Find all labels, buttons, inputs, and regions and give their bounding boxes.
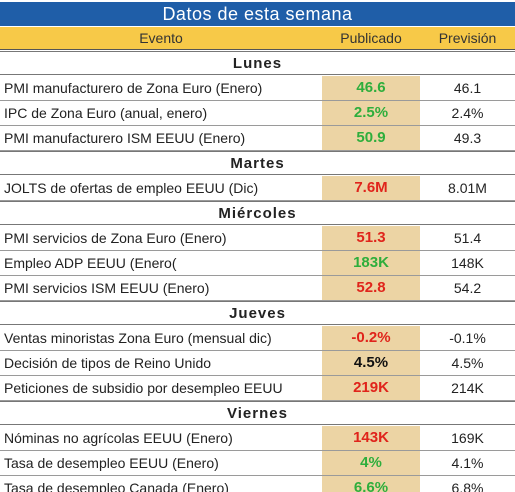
event-label: Decisión de tipos de Reino Unido: [4, 355, 212, 371]
table-row: Nóminas no agrícolas EEUU (Enero) 143K 169…: [0, 426, 515, 450]
forecast-value: 54.2: [453, 280, 482, 296]
forecast-value: -0.1%: [449, 330, 486, 346]
event-label: Empleo ADP EEUU (Enero(: [4, 255, 177, 271]
row-divider: [0, 275, 515, 276]
row-divider: [0, 450, 515, 451]
row-divider: [0, 300, 515, 301]
published-value: 52.8: [322, 276, 420, 300]
table-row: Peticiones de subsidio por desempleo EEU…: [0, 376, 515, 400]
event-label: PMI servicios de Zona Euro (Enero): [4, 230, 227, 246]
table-row: Ventas minoristas Zona Euro (mensual dic…: [0, 326, 515, 350]
published-value: 219K: [322, 376, 420, 400]
forecast-value: 148K: [451, 255, 484, 271]
published-value: 51.3: [322, 226, 420, 250]
forecast-value: 49.3: [453, 130, 482, 146]
event-label: Tasa de desempleo EEUU (Enero): [4, 455, 219, 471]
table-row: Tasa de desempleo EEUU (Enero) 4% 4.1%: [0, 451, 515, 475]
event-label: PMI manufacturero ISM EEUU (Enero): [4, 130, 246, 146]
forecast-value: 214K: [451, 380, 484, 396]
table-row: JOLTS de ofertas de empleo EEUU (Dic) 7.6…: [0, 176, 515, 200]
table-row: IPC de Zona Euro (anual, enero) 2.5% 2.4%: [0, 101, 515, 125]
row-divider: [0, 375, 515, 376]
column-header-evento: Evento: [139, 30, 183, 46]
published-value: 143K: [322, 426, 420, 450]
event-label: PMI manufacturero de Zona Euro (Enero): [4, 80, 263, 96]
row-divider: [0, 250, 515, 251]
published-value: 4%: [322, 451, 420, 475]
column-header-row: Evento Publicado Previsión: [0, 27, 515, 50]
event-label: Peticiones de subsidio por desempleo EEU…: [4, 380, 283, 396]
forecast-value: 4.5%: [451, 355, 484, 371]
row-divider: [0, 400, 515, 401]
published-value: 4.5%: [322, 351, 420, 375]
forecast-value: 2.4%: [451, 105, 484, 121]
day-header-2: Miércoles: [0, 201, 515, 225]
event-label: IPC de Zona Euro (anual, enero): [4, 105, 208, 121]
day-header-0: Lunes: [0, 51, 515, 75]
row-divider: [0, 150, 515, 151]
column-header-prevision: Previsión: [438, 30, 497, 46]
row-divider: [0, 475, 515, 476]
day-header-1: Martes: [0, 151, 515, 175]
published-value: 50.9: [322, 126, 420, 150]
published-value: 2.5%: [322, 101, 420, 125]
published-value: 7.6M: [322, 176, 420, 200]
row-divider: [0, 125, 515, 126]
forecast-value: 46.1: [453, 80, 482, 96]
table-row: PMI servicios ISM EEUU (Enero) 52.8 54.2: [0, 276, 515, 300]
published-value: -0.2%: [322, 326, 420, 350]
table-title: Datos de esta semana: [0, 2, 515, 26]
table-row: Empleo ADP EEUU (Enero( 183K 148K: [0, 251, 515, 275]
day-header-4: Viernes: [0, 401, 515, 425]
published-value: 183K: [322, 251, 420, 275]
forecast-value: 4.1%: [451, 455, 484, 471]
column-header-publicado: Publicado: [340, 30, 402, 46]
forecast-value: 8.01M: [448, 180, 487, 196]
forecast-value: 51.4: [453, 230, 482, 246]
forecast-value: 6.8%: [451, 480, 484, 492]
table-row: Decisión de tipos de Reino Unido 4.5% 4.5%: [0, 351, 515, 375]
forecast-value: 169K: [451, 430, 484, 446]
table-row: Tasa de desempleo Canada (Enero) 6.6% 6.8%: [0, 476, 515, 492]
day-header-3: Jueves: [0, 301, 515, 325]
published-value: 46.6: [322, 76, 420, 100]
event-label: Ventas minoristas Zona Euro (mensual dic…: [4, 330, 272, 346]
event-label: PMI servicios ISM EEUU (Enero): [4, 280, 210, 296]
event-label: Tasa de desempleo Canada (Enero): [4, 480, 229, 492]
row-divider: [0, 200, 515, 201]
event-label: Nóminas no agrícolas EEUU (Enero): [4, 430, 233, 446]
published-value: 6.6%: [322, 476, 420, 492]
table-row: PMI servicios de Zona Euro (Enero) 51.3 51…: [0, 226, 515, 250]
row-divider: [0, 100, 515, 101]
table-row: PMI manufacturero de Zona Euro (Enero) 46…: [0, 76, 515, 100]
row-divider: [0, 350, 515, 351]
event-label: JOLTS de ofertas de empleo EEUU (Dic): [4, 180, 259, 196]
table-row: PMI manufacturero ISM EEUU (Enero) 50.9 49…: [0, 126, 515, 150]
